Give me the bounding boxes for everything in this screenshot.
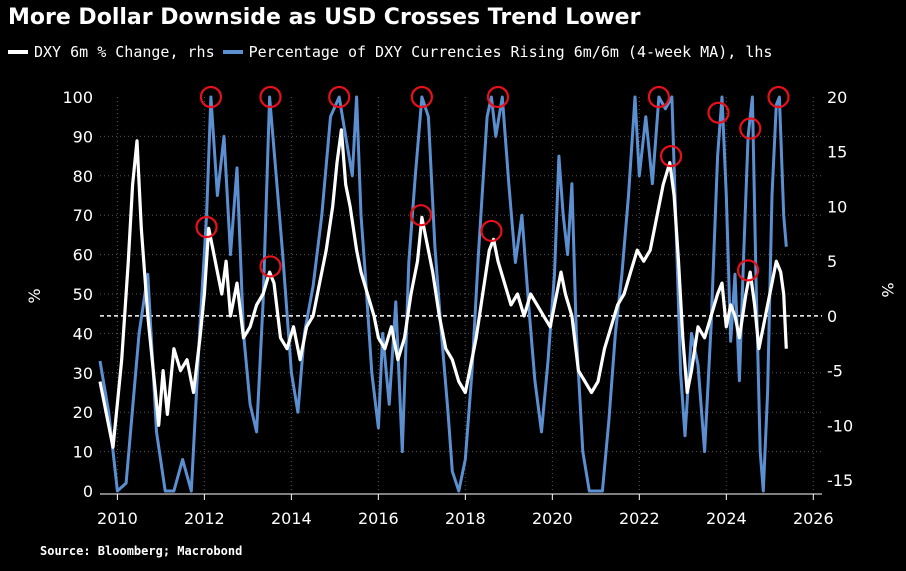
- x-tick-label: 2026: [793, 509, 834, 528]
- right-tick-label: 20: [827, 88, 847, 107]
- legend-label-dxy: DXY 6m % Change, rhs: [34, 43, 215, 61]
- series-line-pct-rising: [98, 95, 788, 493]
- annotation-circle: [767, 85, 790, 109]
- annotation-circle: [410, 85, 433, 109]
- annotation-circle: [328, 85, 351, 109]
- axes: 0 10 20 30 40 50 60 70 80 90 100% -15 -10 -5 0 5 10 15 20%…: [25, 88, 897, 528]
- x-tick-label: 2018: [445, 509, 486, 528]
- annotation-circle: [259, 85, 282, 109]
- left-tick-label: 0: [83, 482, 93, 501]
- annotation-circle: [739, 117, 762, 140]
- x-tick-label: 2024: [706, 509, 747, 528]
- annotation-circle: [736, 259, 760, 282]
- right-tick-label: 10: [827, 197, 847, 216]
- legend-swatch-pct: [222, 50, 243, 54]
- chart-title: More Dollar Downside as USD Crosses Tren…: [8, 5, 641, 30]
- annotation-circle: [707, 101, 730, 124]
- legend-swatch-dxy: [8, 50, 28, 54]
- x-tick-label: 2016: [358, 509, 399, 528]
- right-tick-label: -5: [827, 362, 843, 381]
- left-tick-label: 90: [73, 127, 93, 146]
- left-axis-label: %: [25, 288, 44, 303]
- left-tick-label: 40: [73, 324, 93, 343]
- source-note: Source: Bloomberg; Macrobond: [40, 544, 243, 558]
- annotation-circle: [486, 85, 510, 109]
- annotation-circle: [480, 219, 503, 243]
- right-tick-label: -10: [827, 416, 853, 435]
- left-tick-label: 80: [73, 167, 93, 186]
- x-tick-label: 2014: [271, 509, 312, 528]
- right-tick-label: 0: [827, 307, 837, 326]
- annotations: [195, 85, 790, 282]
- x-tick-label: 2012: [184, 509, 225, 528]
- left-tick-label: 70: [73, 206, 93, 225]
- annotation-circle: [259, 255, 282, 278]
- legend-item-dxy: DXY 6m % Change, rhs: [8, 43, 215, 61]
- series-group: [98, 95, 788, 493]
- right-tick-label: -15: [827, 471, 853, 490]
- left-tick-label: 10: [73, 443, 93, 462]
- legend-label-pct: Percentage of DXY Currencies Rising 6m/6…: [248, 43, 773, 61]
- right-axis-label: %: [878, 282, 897, 297]
- left-tick-label: 100: [62, 88, 93, 107]
- legend-item-pct: Percentage of DXY Currencies Rising 6m/6…: [222, 43, 773, 61]
- annotation-circle: [199, 85, 223, 109]
- right-tick-label: 5: [827, 252, 837, 271]
- annotation-circle: [659, 145, 683, 168]
- legend: DXY 6m % Change, rhs Percentage of DXY C…: [8, 43, 780, 61]
- left-tick-label: 60: [73, 246, 93, 265]
- annotation-circle: [195, 215, 218, 239]
- x-tick-label: 2022: [619, 509, 660, 528]
- right-tick-label: 15: [827, 143, 847, 162]
- annotation-circle: [409, 204, 433, 227]
- annotation-circle: [647, 85, 670, 109]
- left-tick-label: 30: [73, 364, 93, 383]
- x-tick-label: 2010: [97, 509, 138, 528]
- left-tick-label: 50: [73, 285, 93, 304]
- x-tick-label: 2020: [532, 509, 573, 528]
- left-tick-label: 20: [73, 403, 93, 422]
